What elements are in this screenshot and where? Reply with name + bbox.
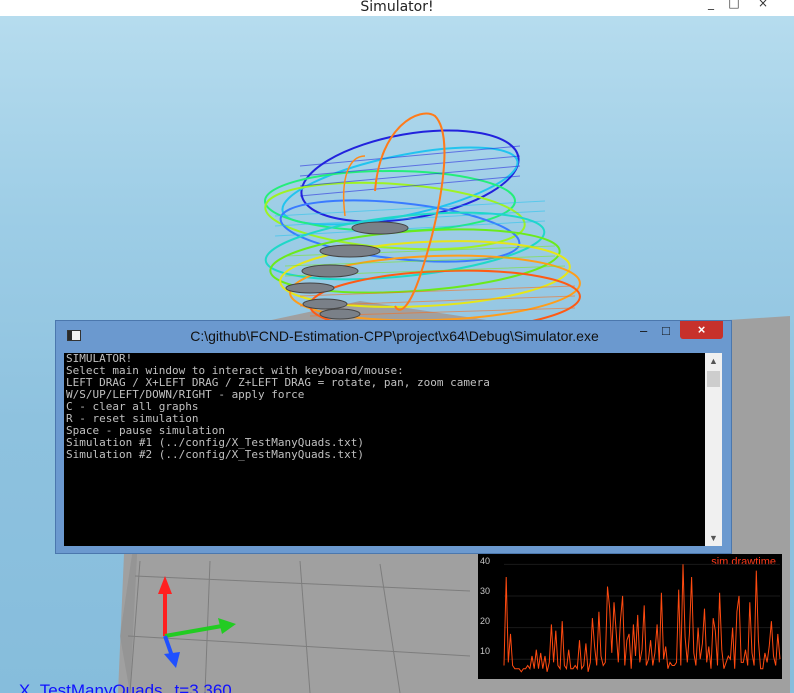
console-line: W/S/UP/LEFT/DOWN/RIGHT - apply force — [66, 388, 305, 401]
world-axes — [158, 576, 236, 668]
scroll-down-icon[interactable]: ▼ — [709, 533, 718, 543]
console-scrollbar[interactable]: ▲ ▼ — [705, 353, 722, 546]
scroll-thumb[interactable] — [707, 371, 720, 387]
console-line: C - clear all graphs — [66, 400, 199, 413]
console-line: LEFT DRAG / X+LEFT DRAG / Z+LEFT DRAG = … — [66, 376, 490, 389]
simulation-label: X_TestManyQuads t=3.360 — [0, 661, 244, 693]
console-lines: SIMULATOR! Select main window to interact… — [64, 353, 705, 461]
graph-title: sim.drawtime — [711, 556, 776, 568]
console-line: Simulation #2 (../config/X_TestManyQuads… — [66, 448, 365, 461]
y-tick-label: 10 — [480, 646, 491, 656]
console-maximize-button[interactable]: □ — [662, 323, 670, 338]
maximize-button[interactable]: □ — [728, 0, 740, 10]
minimize-button[interactable]: _ — [708, 0, 714, 10]
console-output[interactable]: SIMULATOR! Select main window to interact… — [64, 353, 705, 546]
main-title-bar: Simulator! _ □ × — [0, 0, 794, 16]
config-name: X_TestManyQuads — [18, 681, 163, 693]
console-line: R - reset simulation — [66, 412, 199, 425]
console-minimize-button[interactable]: – — [640, 323, 648, 338]
floor-grid — [127, 560, 471, 693]
orange-loop — [374, 112, 446, 311]
console-line: Space - pause simulation — [66, 424, 225, 437]
console-close-button[interactable]: × — [680, 321, 723, 339]
quad-drones — [285, 221, 409, 320]
y-tick-label: 20 — [480, 616, 491, 626]
console-line: Select main window to interact with keyb… — [66, 364, 404, 377]
y-tick-label: 30 — [480, 586, 491, 596]
close-button[interactable]: × — [757, 0, 769, 10]
trajectory-curves — [264, 129, 581, 333]
window-title: Simulator! — [360, 0, 434, 15]
console-title: C:\github\FCND-Estimation-CPP\project\x6… — [190, 328, 599, 344]
console-line: Simulation #1 (../config/X_TestManyQuads… — [66, 436, 365, 449]
scroll-up-icon[interactable]: ▲ — [709, 356, 718, 366]
sim-time: t=3.360 — [174, 681, 232, 693]
y-tick-label: 40 — [480, 556, 491, 566]
drawtime-graph: sim.drawtime 40 30 20 10 — [478, 554, 782, 679]
console-line: SIMULATOR! — [66, 353, 133, 365]
graph-plot — [503, 563, 781, 673]
drawtime-series-line — [503, 564, 781, 673]
console-app-icon — [67, 330, 81, 341]
console-window[interactable]: C:\github\FCND-Estimation-CPP\project\x6… — [55, 320, 732, 554]
